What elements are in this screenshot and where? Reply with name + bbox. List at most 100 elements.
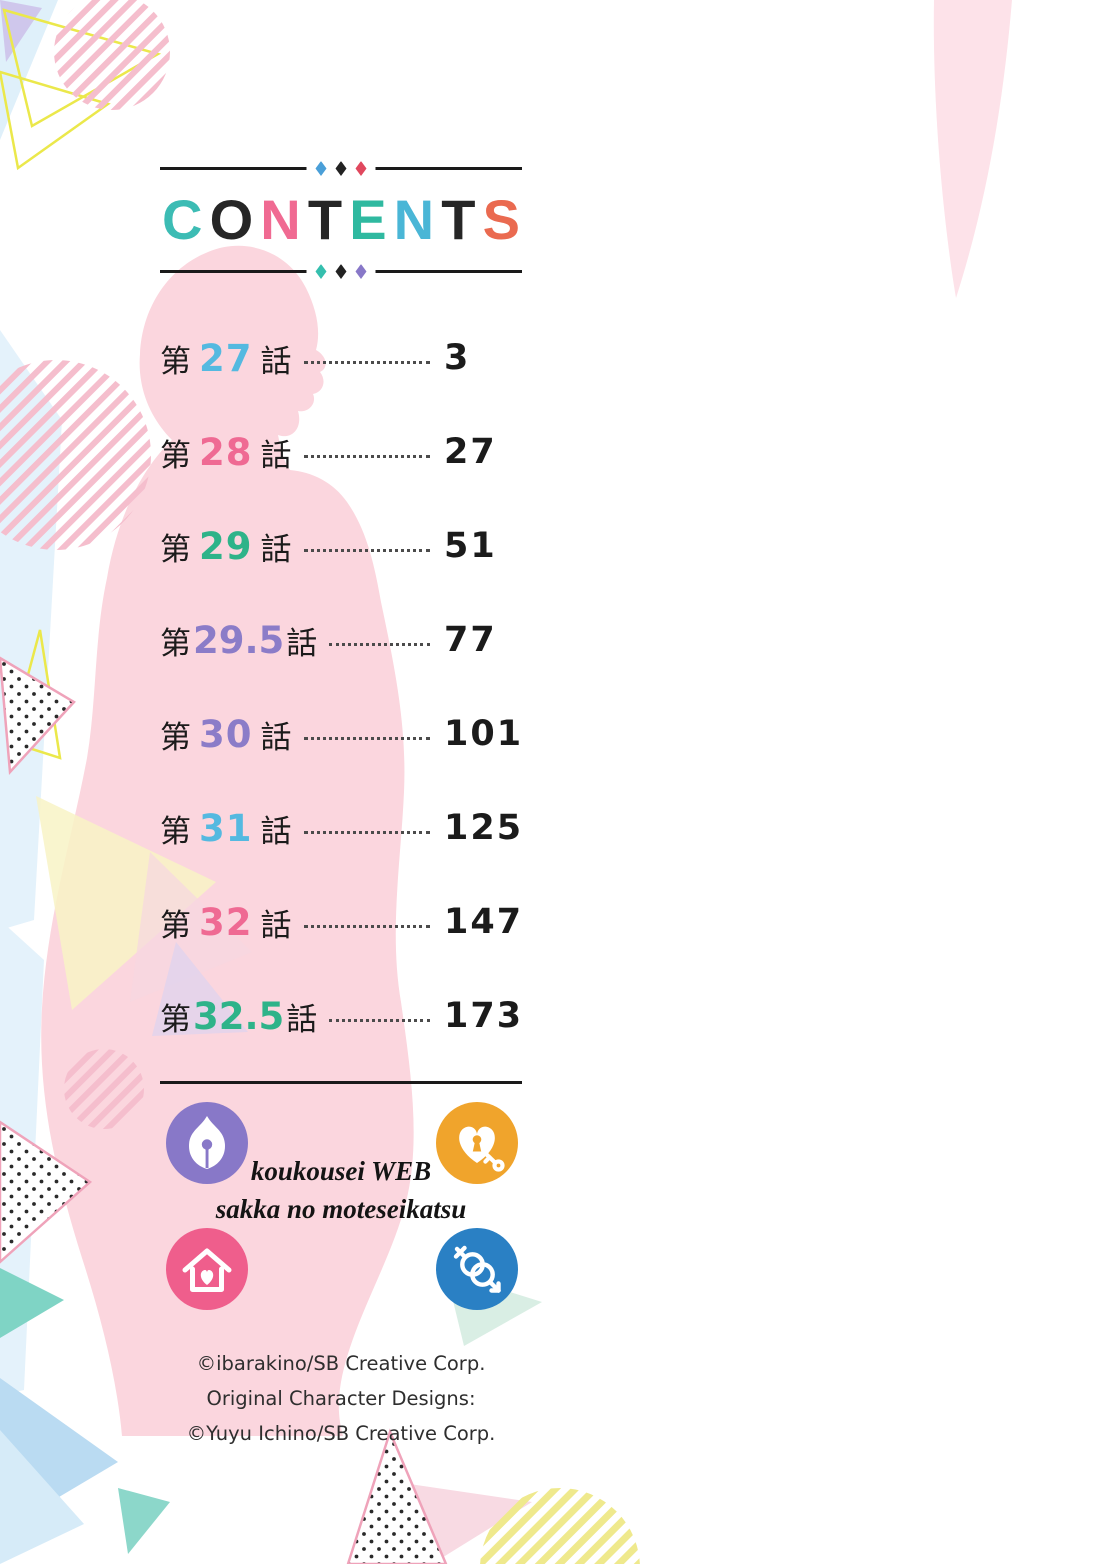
chapter-suffix: 話 xyxy=(260,437,292,474)
title-letter: S xyxy=(482,188,520,251)
chapter-page-number: 173 xyxy=(444,996,524,1036)
chapter-page-number: 101 xyxy=(444,714,524,754)
chapter-label: 第 31 話 xyxy=(160,806,292,851)
diamond-icon xyxy=(335,264,347,279)
chapter-label: 第 29 話 xyxy=(160,524,292,569)
chapter-suffix: 話 xyxy=(260,719,292,756)
diamond-icon xyxy=(315,161,327,176)
chapter-prefix: 第 xyxy=(160,343,191,380)
chapter-row: 第 29.5 話 77 xyxy=(160,611,522,669)
title-letter: N xyxy=(393,188,435,251)
chapter-prefix: 第 xyxy=(160,1001,191,1038)
chapter-page-number: 3 xyxy=(444,338,471,378)
chapter-page-number: 125 xyxy=(444,808,524,848)
pale-purple-triangle xyxy=(152,942,248,1036)
pale-pink-triangle xyxy=(130,852,252,1002)
chapter-number: 30 xyxy=(199,712,253,756)
title-letter: T xyxy=(307,188,343,251)
girl-silhouette xyxy=(41,245,414,1436)
dotted-leader xyxy=(303,830,430,834)
chapter-prefix: 第 xyxy=(160,719,191,756)
chapter-row: 第 31 話 125 xyxy=(160,799,522,857)
chapter-list: 第 27 話 3 第 28 話 27 第 29 話 51 第 29.5 話 77 第 30 話 10… xyxy=(160,329,522,1045)
dotted-leader xyxy=(303,924,430,928)
title-letter: C xyxy=(162,188,203,251)
chapter-label: 第 32.5 話 xyxy=(160,994,317,1039)
chapter-suffix: 話 xyxy=(286,1001,318,1038)
title-letter: N xyxy=(260,188,301,251)
title-letter: E xyxy=(349,188,387,251)
chapter-row: 第 29 話 51 xyxy=(160,517,522,575)
series-title-line2: sakka no moteseikatsu xyxy=(215,1194,467,1224)
chapter-prefix: 第 xyxy=(160,437,191,474)
lavender-corner-triangle xyxy=(0,0,42,62)
dotted-leader xyxy=(329,1018,430,1022)
chapter-label: 第 29.5 話 xyxy=(160,618,317,663)
teal-triangle xyxy=(118,1488,170,1554)
heart-lock-icon xyxy=(436,1102,518,1184)
pen-nib-icon xyxy=(166,1102,248,1184)
chapter-row: 第 27 話 3 xyxy=(160,329,522,387)
series-title-line1: koukousei WEB xyxy=(250,1156,432,1186)
chapter-label: 第 27 話 xyxy=(160,336,292,381)
header-bottom-rule xyxy=(160,262,522,281)
chapter-number: 28 xyxy=(199,430,253,474)
header-top-rule xyxy=(160,159,522,178)
chapter-suffix: 話 xyxy=(286,625,318,662)
blue-triangle xyxy=(0,1430,84,1564)
teal-triangle xyxy=(0,1268,64,1338)
yellow-outline-triangle xyxy=(0,70,111,171)
copyright-line: ©Yuyu Ichino/SB Creative Corp. xyxy=(186,1422,496,1445)
diamond-icon xyxy=(355,264,367,279)
copyright-line: Original Character Designs: xyxy=(206,1387,476,1410)
dotted-leader xyxy=(303,360,430,364)
series-title: koukousei WEB sakka no moteseikatsu xyxy=(160,1152,522,1228)
chapter-page-number: 77 xyxy=(444,620,497,660)
chapter-number: 32 xyxy=(199,900,253,944)
diamond-icon xyxy=(315,264,327,279)
dotted-leader xyxy=(303,548,430,552)
chapter-prefix: 第 xyxy=(160,813,191,850)
chapter-suffix: 話 xyxy=(260,343,292,380)
chapter-suffix: 話 xyxy=(260,813,292,850)
title-letter: T xyxy=(441,188,476,251)
chapter-label: 第 30 話 xyxy=(160,712,292,757)
chapter-number: 29.5 xyxy=(193,618,285,662)
dotted-leader xyxy=(303,736,430,740)
chapter-page-number: 147 xyxy=(444,902,524,942)
footer-rule xyxy=(160,1081,522,1084)
chapter-label: 第 32 話 xyxy=(160,900,292,945)
chapter-row: 第 30 話 101 xyxy=(160,705,522,763)
chapter-prefix: 第 xyxy=(160,531,191,568)
dotted-triangle xyxy=(346,1428,448,1564)
copyright-line: ©ibarakino/SB Creative Corp. xyxy=(196,1352,486,1375)
pink-striped-circle xyxy=(64,1049,144,1129)
pale-yellow-triangle xyxy=(36,796,216,1010)
chapter-page-number: 27 xyxy=(444,432,497,472)
yellow-striped-circle xyxy=(480,1488,640,1564)
dotted-triangle xyxy=(0,656,76,775)
copyright-block: ©ibarakino/SB Creative Corp. Original Ch… xyxy=(160,1346,522,1451)
hair-strand-silhouette xyxy=(933,0,1012,298)
gender-symbols-icon xyxy=(436,1228,518,1310)
chapter-row: 第 32 話 147 xyxy=(160,893,522,951)
pink-striped-circle xyxy=(54,0,170,110)
pink-striped-circle xyxy=(0,360,151,550)
chapter-number: 27 xyxy=(199,336,253,380)
chapter-page-number: 51 xyxy=(444,526,497,566)
chapter-prefix: 第 xyxy=(160,625,191,662)
dotted-leader xyxy=(303,454,430,458)
chapter-row: 第 28 話 27 xyxy=(160,423,522,481)
title-letter: O xyxy=(209,188,254,251)
chapter-suffix: 話 xyxy=(260,907,292,944)
diamond-icon xyxy=(355,161,367,176)
bottom-diamonds xyxy=(306,262,376,281)
dotted-leader xyxy=(329,642,430,646)
chapter-label: 第 28 話 xyxy=(160,430,292,475)
house-heart-icon xyxy=(166,1228,248,1310)
chapter-prefix: 第 xyxy=(160,907,191,944)
chapter-number: 32.5 xyxy=(193,994,285,1038)
